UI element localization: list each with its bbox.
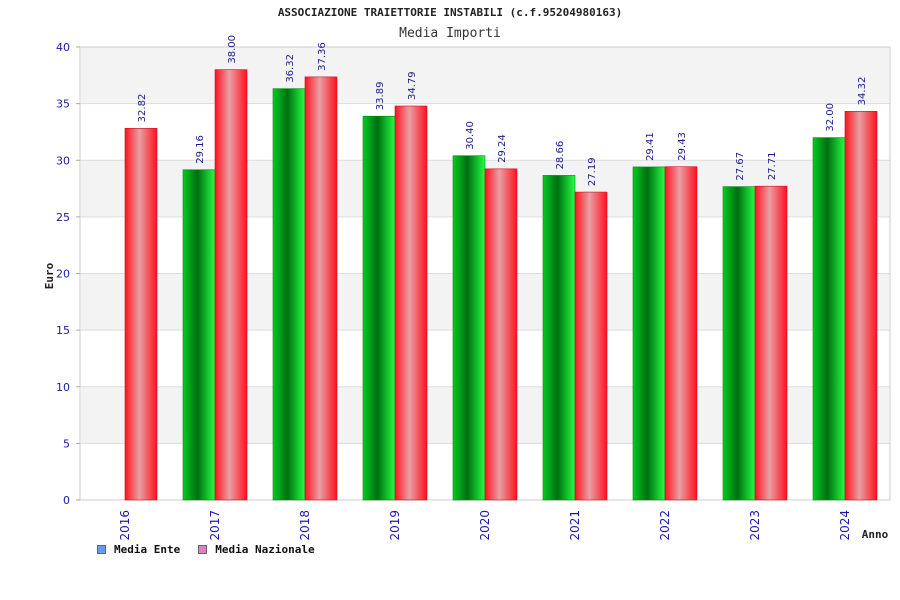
value-label: 27.71	[767, 152, 778, 181]
y-tick-label: 20	[56, 268, 70, 281]
x-axis-label: Anno	[862, 528, 889, 541]
y-tick-label: 0	[63, 494, 70, 507]
bar-nazionale-2017	[214, 69, 248, 501]
value-label: 30.40	[465, 121, 476, 150]
value-label: 27.67	[735, 152, 746, 181]
bar-ente-2023	[722, 186, 756, 501]
chart-title: ASSOCIAZIONE TRAIETTORIE INSTABILI (c.f.…	[278, 6, 622, 19]
value-label: 29.16	[195, 135, 206, 164]
value-label: 32.00	[825, 103, 836, 132]
value-label: 29.41	[645, 132, 656, 161]
x-axis-ticks: 2016 2017 2018 2019 2020 2021 2022 2023 2024	[118, 510, 852, 541]
value-label: 34.32	[857, 77, 868, 106]
bar-ente-2019	[362, 115, 396, 501]
x-tick-label: 2022	[658, 510, 672, 541]
value-label: 29.24	[497, 134, 508, 163]
bar-ente-2022	[632, 166, 666, 501]
y-tick-label: 5	[63, 437, 70, 450]
value-label: 28.66	[555, 141, 566, 170]
x-tick-label: 2018	[298, 510, 312, 541]
chart-subtitle: Media Importi	[399, 26, 501, 41]
x-tick-label: 2016	[118, 510, 132, 541]
y-tick-label: 25	[56, 211, 70, 224]
y-tick-label: 40	[56, 41, 70, 54]
legend-label-ente: Media Ente	[114, 543, 181, 556]
bar-ente-2020	[452, 155, 486, 501]
bar-nazionale-2021	[574, 191, 608, 501]
legend-label-nazionale: Media Nazionale	[215, 543, 315, 556]
x-tick-label: 2021	[568, 510, 582, 541]
legend-item-nazionale: Media Nazionale	[198, 543, 315, 556]
bar-ente-2018	[272, 88, 306, 501]
x-tick-label: 2024	[838, 510, 852, 541]
legend-item-ente: Media Ente	[97, 543, 180, 556]
value-label: 33.89	[375, 82, 386, 111]
value-labels: 32.82 29.16 38.00 36.32 37.36 33.89 34.79 30.40…	[137, 35, 868, 186]
bar-nazionale-2020	[484, 168, 518, 501]
bar-nazionale-2024	[844, 111, 878, 501]
x-tick-label: 2017	[208, 510, 222, 541]
bars	[124, 69, 878, 501]
bar-ente-2017	[182, 169, 216, 501]
bar-ente-2024	[812, 137, 846, 501]
bar-nazionale-2022	[664, 166, 698, 501]
value-label: 32.82	[137, 94, 148, 123]
y-tick-label: 30	[56, 154, 70, 167]
value-label: 37.36	[317, 42, 328, 71]
y-tick-label: 35	[56, 98, 70, 111]
x-tick-label: 2023	[748, 510, 762, 541]
value-label: 29.43	[677, 132, 688, 161]
y-axis-label: Euro	[43, 262, 56, 289]
x-tick-label: 2020	[478, 510, 492, 541]
value-label: 36.32	[285, 54, 296, 83]
grid-band	[81, 47, 889, 104]
bar-nazionale-2023	[754, 185, 788, 501]
legend: Media Ente Media Nazionale	[97, 543, 315, 556]
value-label: 38.00	[227, 35, 238, 64]
bar-nazionale-2018	[304, 76, 338, 501]
value-label: 34.79	[407, 71, 418, 100]
bar-nazionale-2016	[124, 128, 158, 501]
x-tick-label: 2019	[388, 510, 402, 541]
legend-swatch-ente	[97, 545, 106, 554]
y-tick-label: 15	[56, 324, 70, 337]
y-tick-label: 10	[56, 381, 70, 394]
y-axis-ticks: 0 5 10 15 20 25 30 35 40	[56, 41, 80, 507]
bar-ente-2021	[542, 175, 576, 501]
bar-nazionale-2019	[394, 105, 428, 501]
value-label: 27.19	[587, 157, 598, 186]
legend-swatch-nazionale	[198, 545, 208, 554]
